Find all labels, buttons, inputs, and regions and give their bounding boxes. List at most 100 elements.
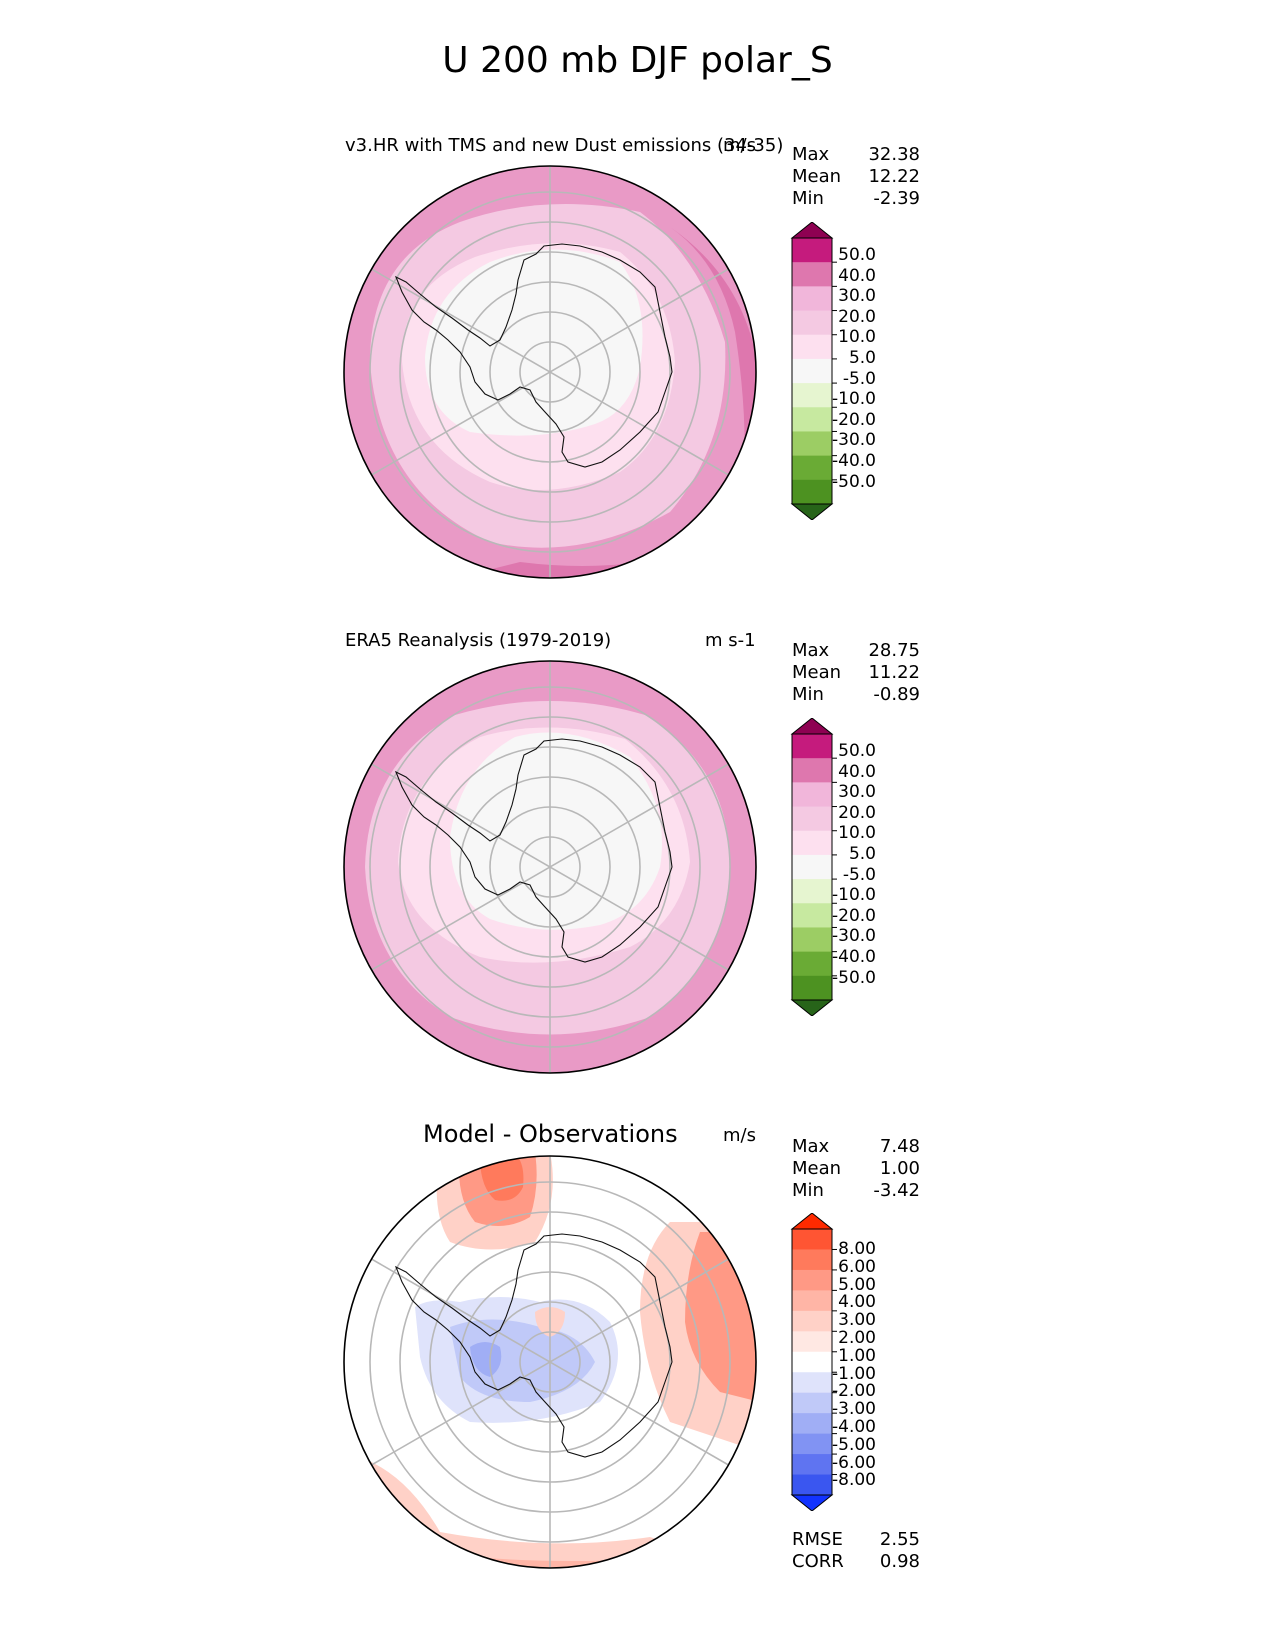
colorbar-swatch	[792, 1351, 832, 1373]
colorbar-3	[790, 1213, 837, 1511]
antarctica-coastline	[394, 738, 673, 963]
metric-label: CORR	[792, 1551, 844, 1572]
colorbar-tick: 50.0	[838, 741, 876, 761]
wind-band-30-40	[670, 227, 756, 578]
colorbar-swatch	[792, 1413, 832, 1435]
diff-band-positive	[480, 1157, 524, 1201]
stat-value: 7.48	[879, 1136, 920, 1157]
stat-label: Min	[792, 188, 824, 209]
colorbar-swatch	[792, 383, 832, 408]
panel-3-stats: Max 7.48 Mean 1.00 Min -3.42	[792, 1136, 920, 1202]
colorbar-tick: -3.00	[832, 1399, 876, 1420]
stat-label: Mean	[792, 166, 842, 187]
panel-1-stats: Max 32.38 Mean 12.22 Min -2.39	[792, 144, 920, 210]
wind-band-neg5-5	[425, 249, 643, 436]
colorbar-extend-max	[790, 718, 834, 735]
colorbar-tick: 10.0	[838, 327, 876, 348]
colorbar-swatch	[792, 951, 832, 977]
stat-value: 12.22	[868, 166, 920, 187]
colorbar-swatch	[792, 1454, 832, 1476]
colorbar-tick: -50.0	[832, 471, 876, 492]
stat-label: Mean	[792, 662, 842, 683]
stat-label: Min	[792, 1180, 824, 1201]
colorbar-tick: 4.00	[838, 1292, 876, 1313]
colorbar-tick: 5.0	[848, 843, 876, 864]
colorbar-swatch	[792, 238, 832, 263]
colorbar-tick: 20.0	[838, 802, 876, 823]
colorbar-swatch	[792, 854, 832, 880]
stat-label: Min	[792, 684, 824, 705]
colorbar-tick: -10.0	[832, 885, 876, 906]
colorbar-tick: -1.00	[832, 1363, 876, 1384]
map-panel-3	[343, 1155, 757, 1569]
colorbar-tick: -5.0	[842, 864, 876, 885]
colorbar-swatch	[792, 1433, 832, 1455]
colorbar-swatch	[792, 879, 832, 904]
colorbar-tick: -30.0	[832, 430, 876, 451]
stat-label: Mean	[792, 1158, 842, 1179]
map-panel-2	[343, 660, 757, 1074]
colorbar-tick: -10.0	[832, 389, 876, 410]
colorbar-tick: 40.0	[838, 265, 876, 286]
colorbar-tick: 40.0	[838, 761, 876, 782]
colorbar-swatch	[792, 782, 832, 808]
diff-band-negative	[450, 1319, 595, 1402]
colorbar-tick: 8.00	[838, 1239, 876, 1259]
colorbar-tick: -8.00	[832, 1470, 876, 1491]
colorbar-extend-min	[790, 1494, 834, 1511]
map-boundary	[343, 660, 757, 1074]
colorbar-swatch	[792, 479, 832, 505]
stat-value: 32.38	[868, 144, 920, 165]
colorbar-extend-max	[790, 1213, 834, 1230]
colorbar-tick: 30.0	[838, 782, 876, 803]
colorbar-swatch	[792, 806, 832, 832]
diff-band-positive	[344, 1512, 400, 1568]
colorbar-swatch	[792, 734, 832, 759]
colorbar-frame	[791, 1228, 833, 1496]
stat-value: -2.39	[873, 188, 920, 209]
colorbar-swatch	[792, 358, 832, 384]
colorbar-swatch	[792, 455, 832, 481]
colorbar-tick: -40.0	[832, 450, 876, 471]
colorbar-tick: -5.0	[842, 368, 876, 389]
colorbar-swatch	[792, 1392, 832, 1414]
colorbar-swatch	[792, 334, 832, 360]
colorbar-tick: -2.00	[832, 1381, 876, 1402]
panel-3-units: m/s	[723, 1125, 756, 1146]
colorbar-swatch	[792, 1474, 832, 1496]
colorbar-tick: 10.0	[838, 823, 876, 844]
colorbar-tick: -30.0	[832, 926, 876, 947]
figure-title: U 200 mb DJF polar_S	[442, 40, 833, 81]
panel-2-title: ERA5 Reanalysis (1979-2019)	[345, 630, 612, 651]
antarctica-coastline	[394, 1233, 673, 1458]
stat-value: -3.42	[873, 1180, 920, 1201]
colorbar-extend-min	[790, 999, 834, 1016]
colorbar-swatch	[792, 431, 832, 457]
colorbar-swatch	[792, 1249, 832, 1271]
colorbar-swatch	[792, 830, 832, 856]
metric-value: 0.98	[879, 1551, 920, 1572]
colorbar-tick: 1.00	[838, 1345, 876, 1366]
graticule	[367, 166, 733, 578]
colorbar-swatch	[792, 1310, 832, 1332]
colorbar-tick: 50.0	[838, 245, 876, 265]
panel-1-units: m/s	[723, 135, 756, 156]
colorbar-tick: 2.00	[838, 1327, 876, 1348]
panel-1-title: v3.HR with TMS and new Dust emissions (3…	[345, 135, 784, 156]
colorbar-tick: -50.0	[832, 967, 876, 988]
colorbar-frame	[791, 733, 833, 1001]
colorbar-tick: 20.0	[838, 306, 876, 327]
colorbar-swatch	[792, 1229, 832, 1250]
colorbar-swatch	[792, 310, 832, 336]
colorbar-swatch	[792, 262, 832, 287]
colorbar-tick: -20.0	[832, 905, 876, 926]
stat-value: 11.22	[868, 662, 920, 683]
stat-value: 1.00	[879, 1158, 920, 1179]
panel-3-metrics: RMSE 2.55 CORR 0.98	[792, 1529, 920, 1573]
map-boundary	[343, 165, 757, 579]
map-panel-1	[343, 165, 757, 579]
map-boundary	[343, 1155, 757, 1569]
colorbar-tick: -40.0	[832, 946, 876, 967]
colorbar-1	[790, 222, 837, 520]
panel-2-stats: Max 28.75 Mean 11.22 Min -0.89	[792, 640, 920, 706]
